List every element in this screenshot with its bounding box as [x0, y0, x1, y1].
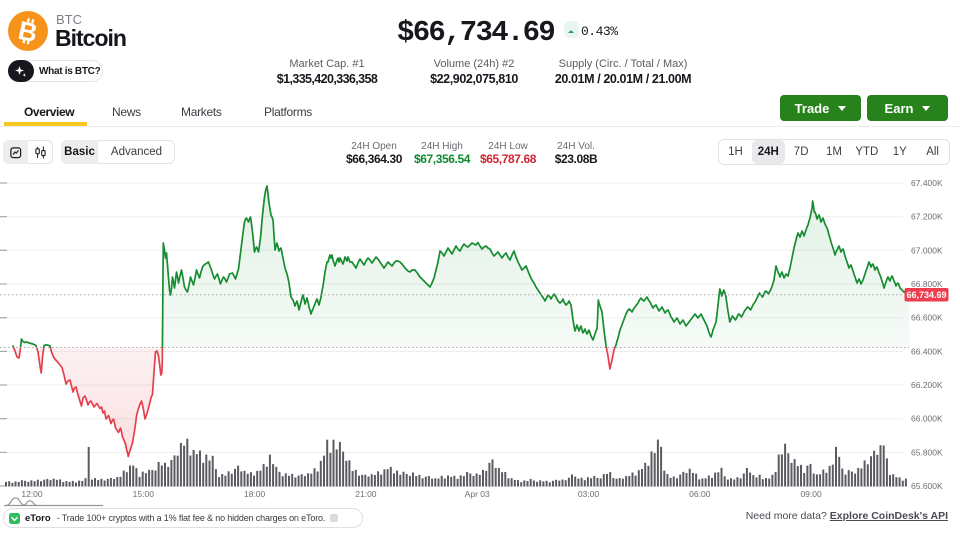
svg-text:66.400K: 66.400K [911, 346, 943, 356]
svg-text:66,734.69: 66,734.69 [906, 290, 946, 300]
svg-text:15:00: 15:00 [133, 489, 155, 499]
svg-text:66.000K: 66.000K [911, 414, 943, 424]
svg-text:67.400K: 67.400K [911, 178, 943, 188]
svg-text:65.800K: 65.800K [911, 447, 943, 457]
svg-text:09:00: 09:00 [800, 489, 822, 499]
svg-text:06:00: 06:00 [689, 489, 711, 499]
svg-text:67.000K: 67.000K [911, 245, 943, 255]
svg-text:21:00: 21:00 [355, 489, 377, 499]
svg-text:66.800K: 66.800K [911, 279, 943, 289]
svg-text:66.200K: 66.200K [911, 380, 943, 390]
svg-text:12:00: 12:00 [21, 489, 43, 499]
svg-text:Apr 03: Apr 03 [465, 489, 490, 499]
svg-text:65.600K: 65.600K [911, 481, 943, 491]
svg-text:18:00: 18:00 [244, 489, 266, 499]
svg-text:66.600K: 66.600K [911, 313, 943, 323]
svg-text:67.200K: 67.200K [911, 212, 943, 222]
svg-text:03:00: 03:00 [578, 489, 600, 499]
